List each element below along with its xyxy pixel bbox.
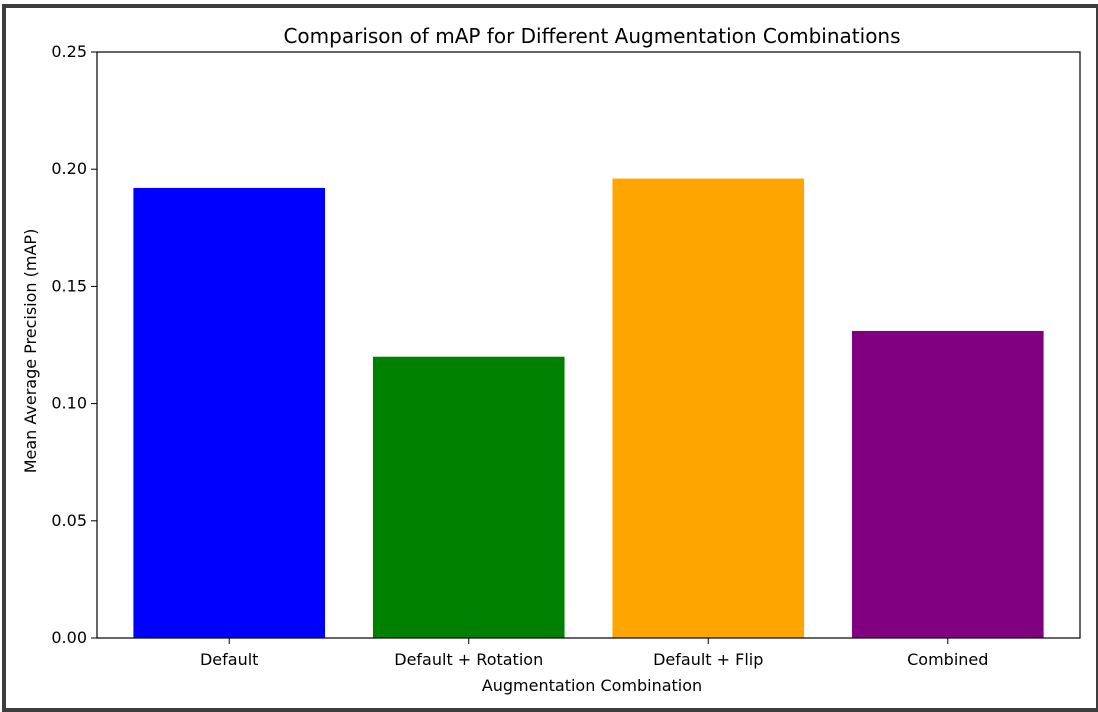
y-tick-label: 0.00	[51, 628, 87, 647]
x-axis-ticks: Default Default + Rotation Default + Flip C…	[200, 638, 988, 669]
y-tick-label: 0.25	[51, 42, 87, 61]
x-tick-label: Default + Rotation	[394, 650, 543, 669]
figure-frame: Comparison of mAP for Different Augmenta…	[2, 4, 1098, 712]
x-tick-label: Default	[200, 650, 258, 669]
y-axis-label: Mean Average Precision (mAP)	[21, 229, 40, 474]
y-tick-label: 0.15	[51, 276, 87, 295]
plot-area-border	[96, 51, 1081, 639]
bar-default-rotation	[372, 356, 565, 638]
y-tick-label: 0.05	[51, 511, 87, 530]
chart-title: Comparison of mAP for Different Augmenta…	[283, 24, 900, 48]
bar-combined	[851, 330, 1044, 638]
y-tick-label: 0.20	[51, 159, 87, 178]
x-axis-label: Augmentation Combination	[482, 676, 702, 695]
bar-chart: Comparison of mAP for Different Augmenta…	[21, 24, 1081, 695]
y-tick-label: 0.10	[51, 394, 87, 413]
bar-default	[133, 187, 326, 638]
y-axis-ticks: 0.00 0.05 0.10 0.15 0.20 0.25	[51, 42, 97, 647]
bar-default-flip	[612, 178, 805, 639]
bars	[133, 178, 1044, 639]
x-tick-label: Default + Flip	[653, 650, 763, 669]
x-tick-label: Combined	[907, 650, 988, 669]
